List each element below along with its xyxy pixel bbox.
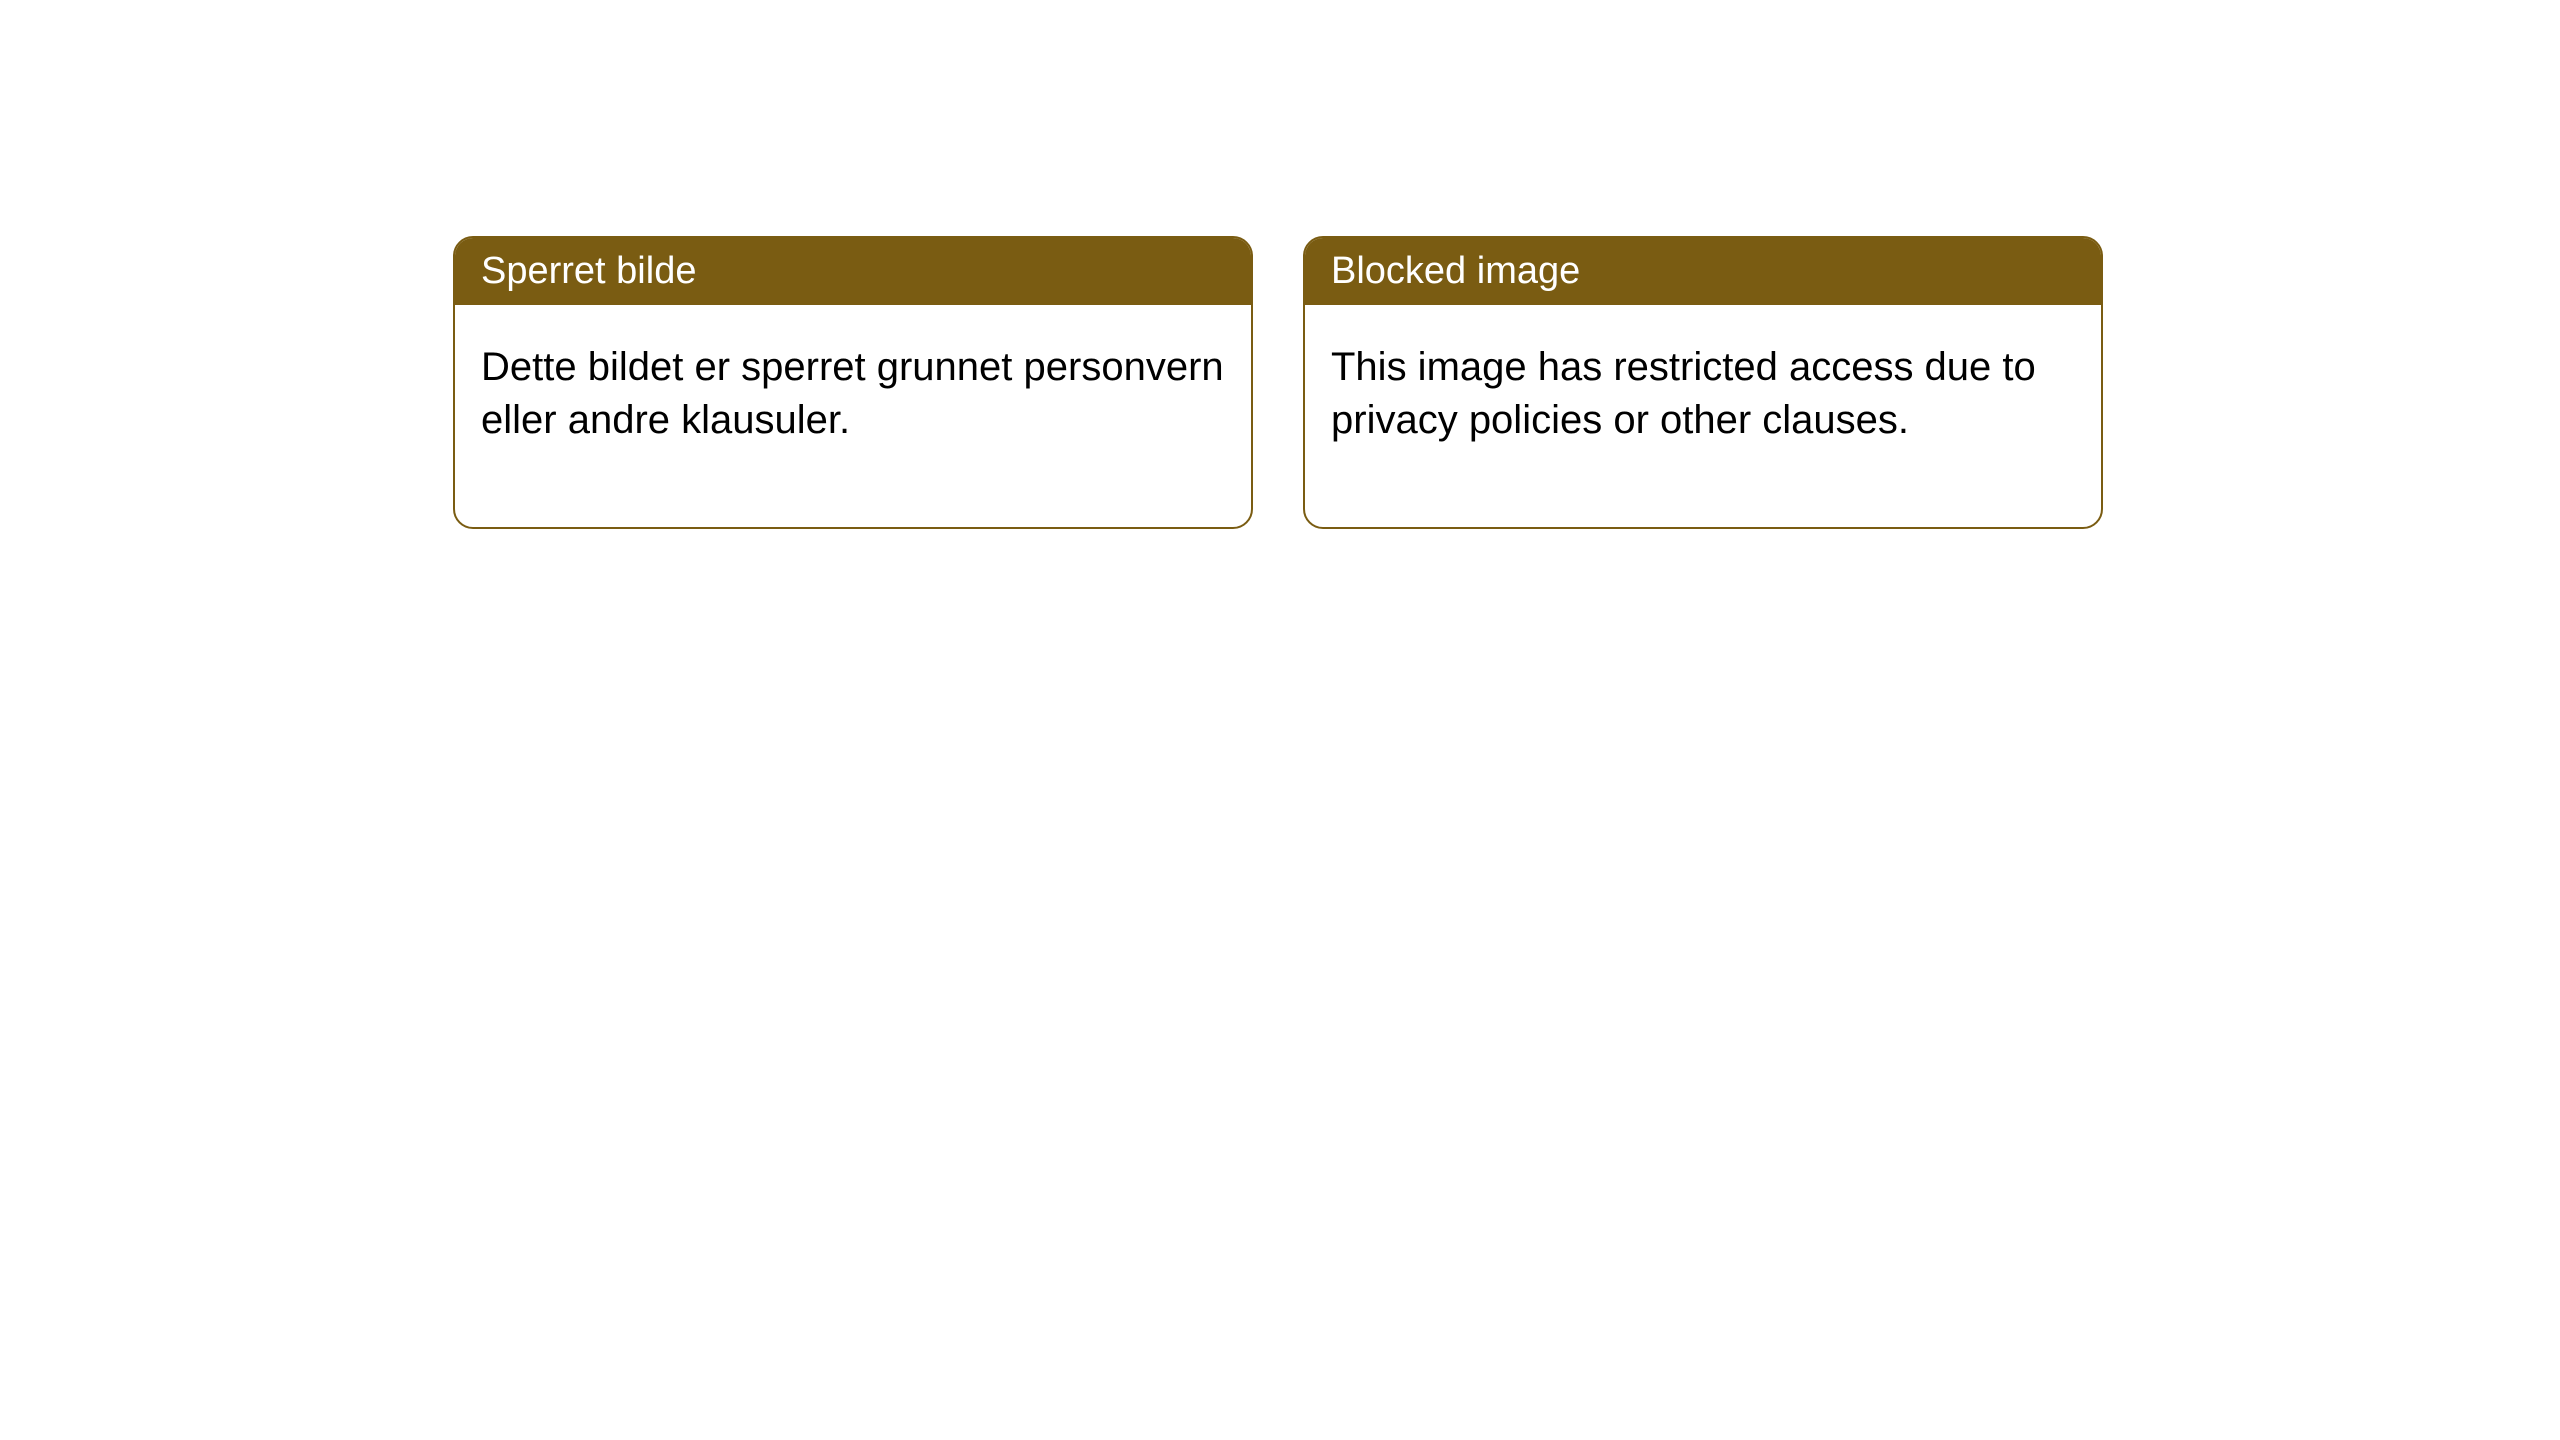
blocked-image-card-norwegian: Sperret bilde Dette bildet er sperret gr…	[453, 236, 1253, 529]
card-body-text: Dette bildet er sperret grunnet personve…	[481, 345, 1224, 442]
card-header: Sperret bilde	[455, 238, 1251, 305]
card-title: Blocked image	[1331, 250, 1580, 292]
card-body: Dette bildet er sperret grunnet personve…	[455, 305, 1251, 527]
card-title: Sperret bilde	[481, 250, 696, 292]
card-header: Blocked image	[1305, 238, 2101, 305]
notice-container: Sperret bilde Dette bildet er sperret gr…	[0, 0, 2560, 529]
blocked-image-card-english: Blocked image This image has restricted …	[1303, 236, 2103, 529]
card-body: This image has restricted access due to …	[1305, 305, 2101, 527]
card-body-text: This image has restricted access due to …	[1331, 345, 2036, 442]
